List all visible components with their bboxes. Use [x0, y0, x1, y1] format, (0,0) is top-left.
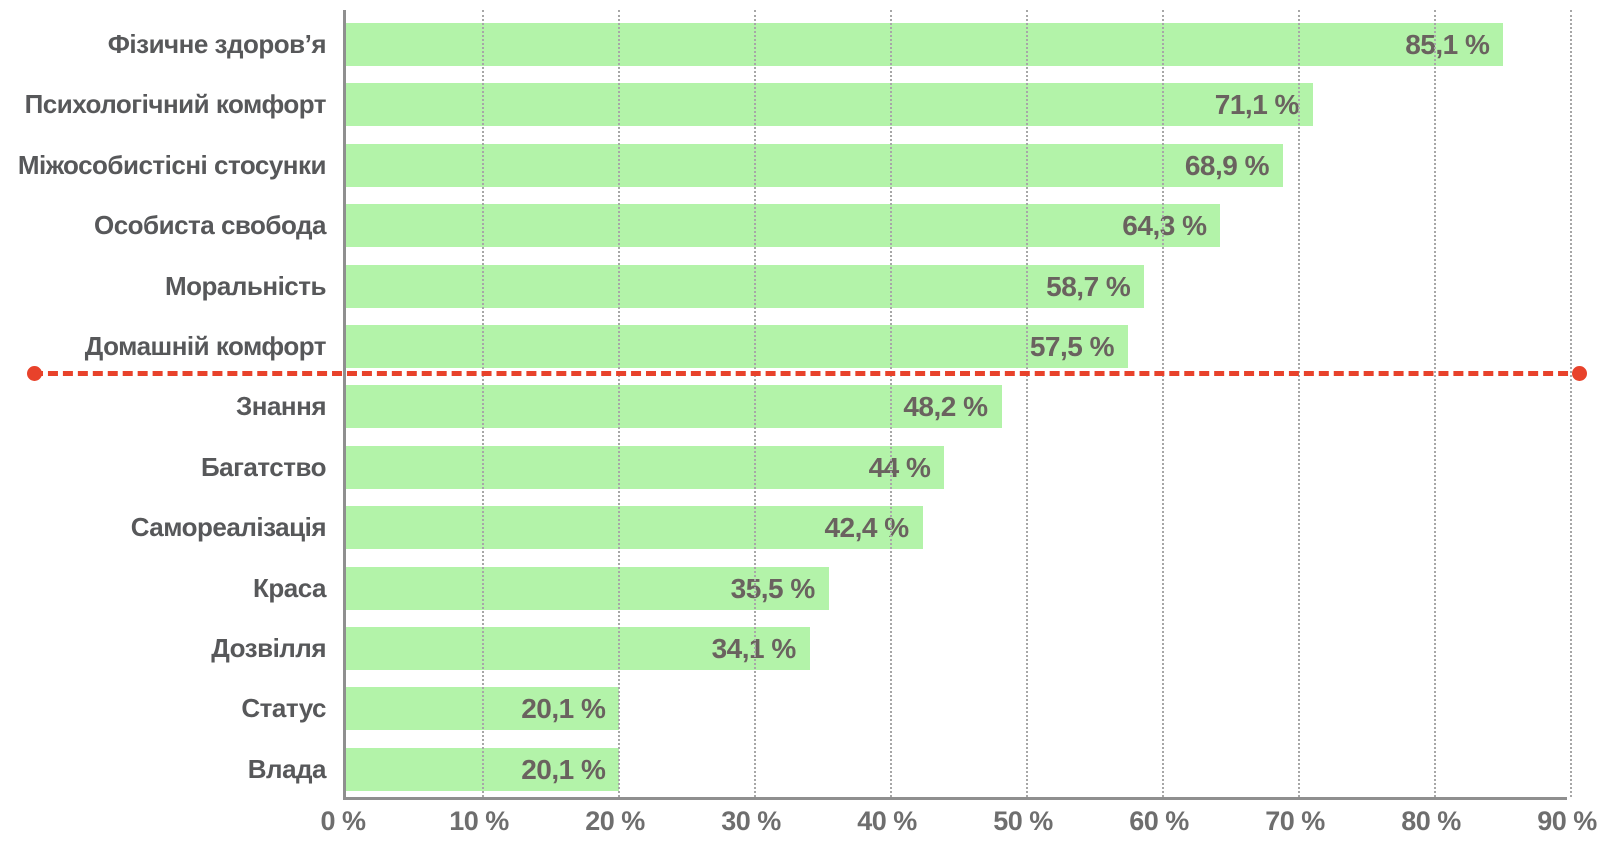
- value-label: 35,5 %: [730, 572, 816, 604]
- category-label: Дозвілля: [211, 633, 326, 663]
- bar: 34,1 %: [346, 627, 810, 670]
- bar-row: Фізичне здоров’я 85,1 %: [108, 23, 1570, 66]
- bar-row: Статус 20,1 %: [241, 687, 1570, 731]
- gridline-10%: [482, 10, 484, 797]
- x-tick-label: 50 %: [993, 806, 1053, 836]
- value-label: 85,1 %: [1405, 29, 1490, 60]
- x-tick-label: 0 %: [320, 806, 366, 836]
- category-label: Фізичне здоров’я: [107, 29, 327, 59]
- gridline-30%: [754, 10, 756, 797]
- bar: 35,5 %: [346, 566, 829, 610]
- bar-row: Міжособистісні стосунки 68,9 %: [18, 143, 1570, 187]
- gridline-90%: [1570, 10, 1572, 797]
- bar-row: Моральність 58,7 %: [165, 264, 1570, 308]
- value-label: 42,4 %: [824, 512, 909, 544]
- gridline-40%: [890, 10, 892, 797]
- bar-row: Особиста свобода 64,3 %: [94, 204, 1570, 248]
- category-label: Краса: [253, 572, 326, 603]
- bar-row: Влада 20,1 %: [248, 747, 1570, 791]
- x-tick-label: 60 %: [1129, 806, 1189, 836]
- threshold-dot-right: [1572, 366, 1587, 381]
- category-label: Домашній комфорт: [84, 331, 327, 361]
- threshold-dot-left: [27, 366, 42, 381]
- bar-row: Дозвілля 34,1 %: [211, 627, 1570, 670]
- gridline-70%: [1298, 10, 1300, 797]
- x-tick-label: 80 %: [1401, 806, 1461, 836]
- category-label: Знання: [235, 391, 327, 422]
- x-tick-label: 20 %: [585, 806, 645, 836]
- value-label: 71,1 %: [1214, 89, 1300, 121]
- gridline-60%: [1162, 10, 1164, 797]
- value-label: 20,1 %: [521, 753, 606, 785]
- bar: 71,1 %: [346, 83, 1313, 127]
- x-tick-label: 10 %: [449, 806, 509, 836]
- gridline-50%: [1026, 10, 1028, 797]
- category-label: Моральність: [165, 270, 327, 301]
- value-label: 58,7 %: [1046, 270, 1131, 302]
- category-label: Міжособистісні стосунки: [17, 149, 327, 180]
- threshold-dashed-line: [33, 371, 1583, 376]
- bar: 68,9 %: [346, 143, 1284, 187]
- bar: 85,1 %: [346, 23, 1504, 66]
- bar: 57,5 %: [346, 325, 1128, 368]
- category-label: Статус: [241, 693, 326, 724]
- bar: 42,4 %: [346, 506, 923, 550]
- bar: 58,7 %: [346, 264, 1145, 308]
- value-label: 44 %: [868, 451, 931, 483]
- bar-row: Самореалізація 42,4 %: [131, 506, 1570, 550]
- bar-row: Знання 48,2 %: [236, 385, 1570, 429]
- x-tick-label: 30 %: [721, 806, 781, 836]
- gridline-20%: [618, 10, 620, 797]
- category-label: Багатство: [200, 451, 327, 482]
- gridline-80%: [1434, 10, 1436, 797]
- plot-area: Фізичне здоров’я 85,1 % Психологічний комф…: [18, 10, 1572, 800]
- category-label: Влада: [247, 753, 327, 784]
- value-label: 57,5 %: [1029, 331, 1115, 362]
- bar-row: Психологічний комфорт 71,1 %: [25, 83, 1570, 127]
- value-label: 20,1 %: [521, 693, 606, 725]
- value-label: 68,9 %: [1184, 149, 1270, 181]
- category-label: Самореалізація: [130, 512, 327, 543]
- x-tick-label: 90 %: [1537, 806, 1597, 836]
- category-label: Психологічний комфорт: [24, 89, 327, 120]
- value-label: 64,3 %: [1122, 210, 1207, 242]
- x-tick-label: 40 %: [857, 806, 917, 836]
- bar: 48,2 %: [346, 385, 1002, 429]
- bar: 44 %: [346, 445, 945, 489]
- bar-row: Краса 35,5 %: [253, 566, 1570, 610]
- bar-row: Домашній комфорт 57,5 %: [85, 325, 1570, 368]
- x-tick-label: 70 %: [1265, 806, 1325, 836]
- value-label: 48,2 %: [903, 391, 988, 423]
- category-label: Особиста свобода: [93, 210, 327, 241]
- bar: 64,3 %: [346, 204, 1221, 248]
- value-label: 34,1 %: [711, 633, 797, 664]
- bar-row: Багатство 44 %: [201, 445, 1570, 489]
